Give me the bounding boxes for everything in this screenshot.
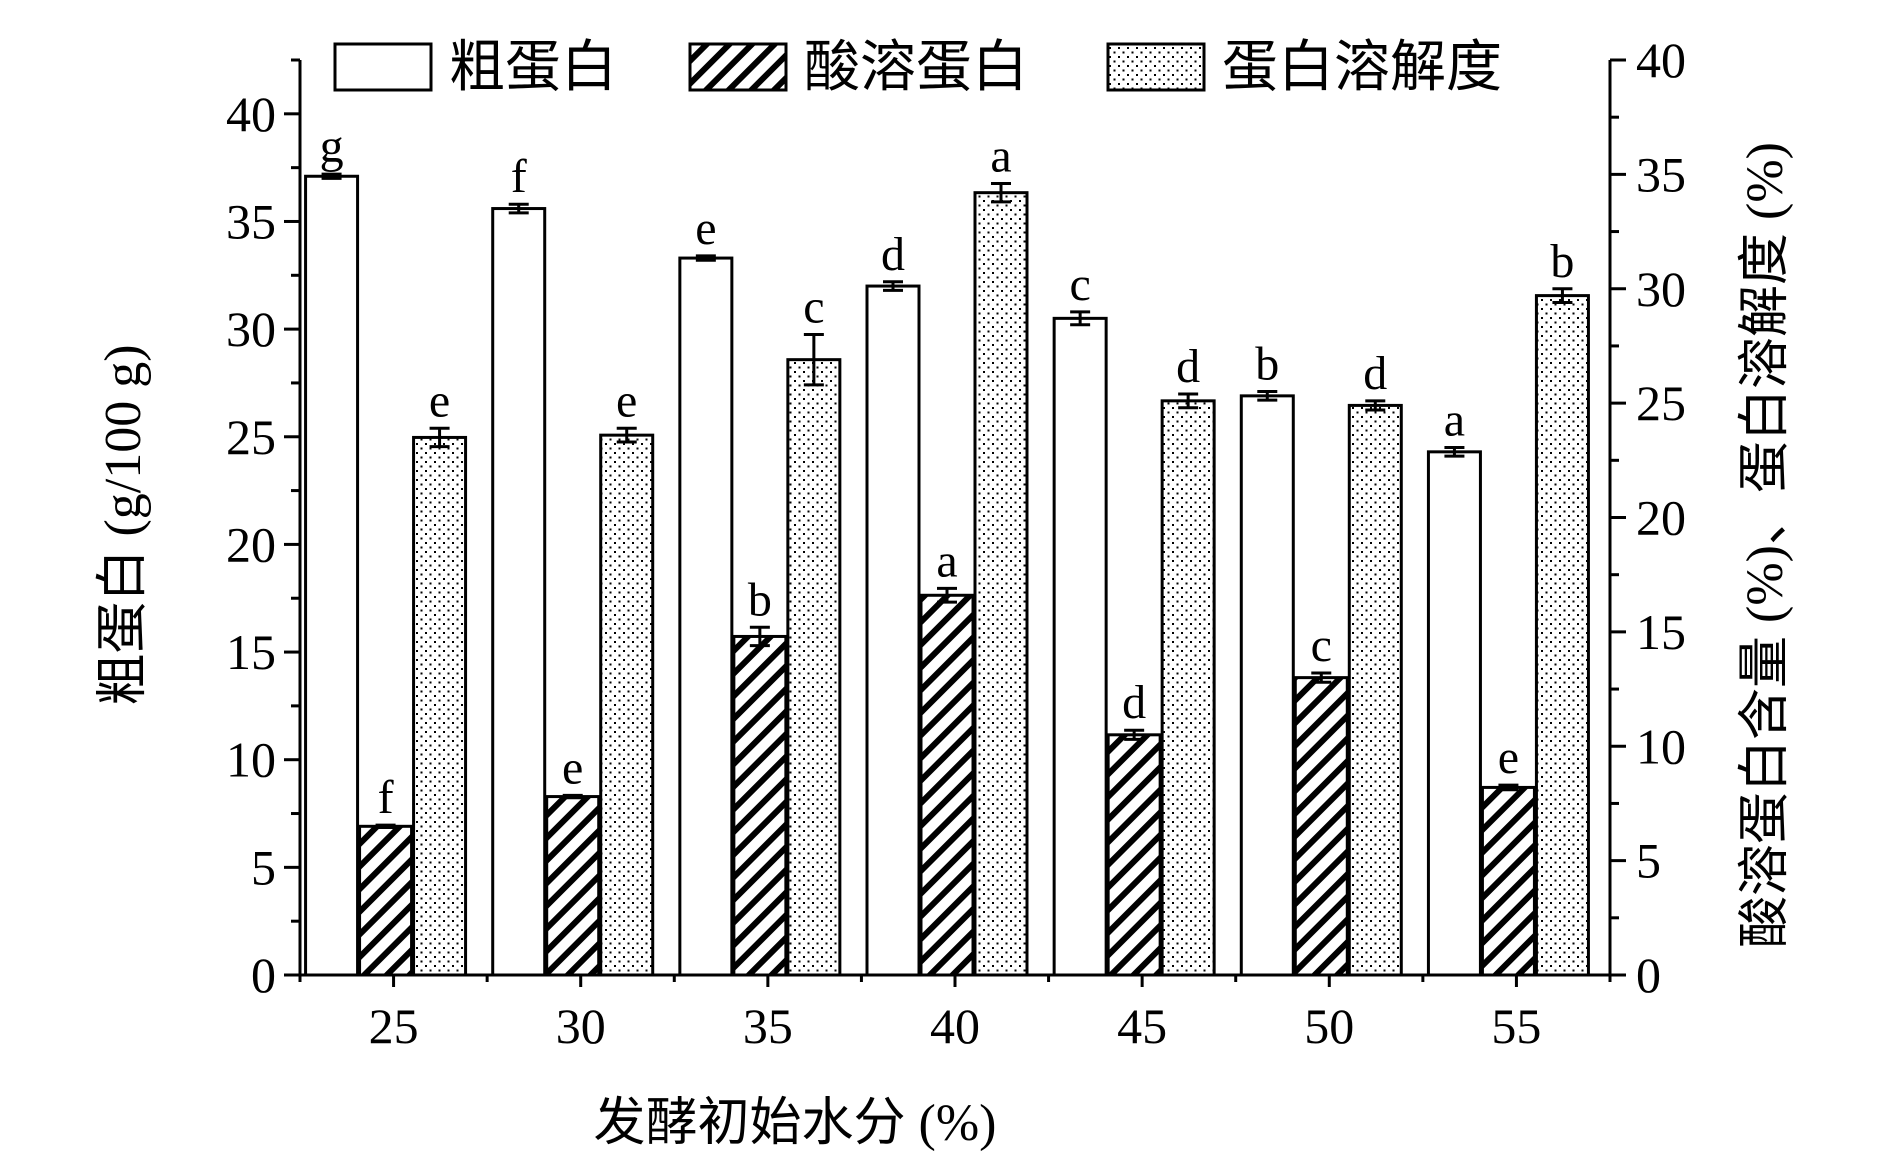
y-right-tick-label: 40 xyxy=(1636,32,1686,88)
y-left-tick-label: 15 xyxy=(226,624,276,680)
significance-letter: e xyxy=(616,374,637,427)
y-right-tick-label: 20 xyxy=(1636,490,1686,546)
legend-label: 酸溶蛋白 xyxy=(804,37,1028,99)
significance-letter: a xyxy=(1444,394,1465,447)
legend-label: 粗蛋白 xyxy=(449,37,617,99)
bar xyxy=(1347,403,1403,977)
y-left-tick-label: 10 xyxy=(226,732,276,788)
legend-swatch xyxy=(688,42,788,92)
y-left-tick-label: 30 xyxy=(226,301,276,357)
significance-letter: c xyxy=(803,281,824,334)
y-left-tick-label: 25 xyxy=(226,409,276,465)
y-right-tick-label: 25 xyxy=(1636,375,1686,431)
bar xyxy=(412,435,468,977)
y-right-tick-label: 0 xyxy=(1636,947,1661,1003)
bar xyxy=(491,207,547,977)
significance-letter: g xyxy=(320,120,344,173)
significance-letter: a xyxy=(936,534,957,587)
y-left-tick-label: 5 xyxy=(251,839,276,895)
significance-letter: d xyxy=(1122,676,1146,729)
significance-letter: f xyxy=(378,771,394,824)
bar xyxy=(1426,450,1482,977)
bar xyxy=(865,284,921,977)
y-left-tick-label: 0 xyxy=(251,947,276,1003)
significance-letter: b xyxy=(748,573,772,626)
significance-letter: d xyxy=(1176,340,1200,393)
y-right-tick-label: 15 xyxy=(1636,604,1686,660)
significance-letter: d xyxy=(1363,347,1387,400)
y-left-tick-label: 35 xyxy=(226,193,276,249)
bar xyxy=(358,824,414,977)
significance-letter: e xyxy=(562,741,583,794)
legend-swatch xyxy=(333,42,433,92)
x-tick-label: 45 xyxy=(1117,998,1167,1054)
y-axis-title-right: 酸溶蛋白含量 (%)、蛋白溶解度 (%) xyxy=(1737,142,1794,948)
bar xyxy=(1052,316,1108,977)
y-right-tick-label: 5 xyxy=(1636,833,1661,889)
x-tick-label: 30 xyxy=(556,998,606,1054)
significance-letter: e xyxy=(695,202,716,255)
significance-letter: a xyxy=(990,130,1011,183)
bar xyxy=(786,358,842,977)
significance-letter: c xyxy=(1069,258,1090,311)
legend-label: 蛋白溶解度 xyxy=(1222,37,1502,99)
significance-letter: e xyxy=(429,374,450,427)
bar xyxy=(1534,294,1590,977)
legend: 粗蛋白 酸溶蛋白 蛋白溶解度 xyxy=(333,37,1502,99)
bar xyxy=(1480,785,1536,977)
bar xyxy=(1239,394,1295,977)
bar xyxy=(545,795,601,977)
y-right-tick-label: 10 xyxy=(1636,718,1686,774)
y-right-tick-label: 30 xyxy=(1636,261,1686,317)
y-axis-title-left: 粗蛋白 (g/100 g) xyxy=(95,344,152,705)
bar xyxy=(1293,676,1349,977)
bar xyxy=(599,433,655,977)
x-tick-label: 40 xyxy=(930,998,980,1054)
x-tick-label: 35 xyxy=(743,998,793,1054)
bar xyxy=(678,256,734,977)
y-right-tick-label: 35 xyxy=(1636,146,1686,202)
significance-letter: c xyxy=(1311,619,1332,672)
x-tick-label: 50 xyxy=(1304,998,1354,1054)
significance-letter: b xyxy=(1255,338,1279,391)
legend-swatch xyxy=(1106,42,1206,92)
bar xyxy=(304,174,360,977)
bar xyxy=(1160,399,1216,977)
bar xyxy=(1106,733,1162,977)
significance-letter: f xyxy=(511,150,527,203)
x-tick-label: 25 xyxy=(369,998,419,1054)
y-left-tick-label: 20 xyxy=(226,516,276,572)
x-axis-title: 发酵初始水分 (%) xyxy=(594,1095,997,1152)
y-left-tick-label: 40 xyxy=(226,86,276,142)
bar xyxy=(973,191,1029,977)
significance-letter: d xyxy=(881,228,905,281)
x-tick-label: 55 xyxy=(1491,998,1541,1054)
bar xyxy=(919,593,975,977)
bar xyxy=(732,634,788,977)
significance-letter: e xyxy=(1498,731,1519,784)
significance-letter: b xyxy=(1550,235,1574,288)
